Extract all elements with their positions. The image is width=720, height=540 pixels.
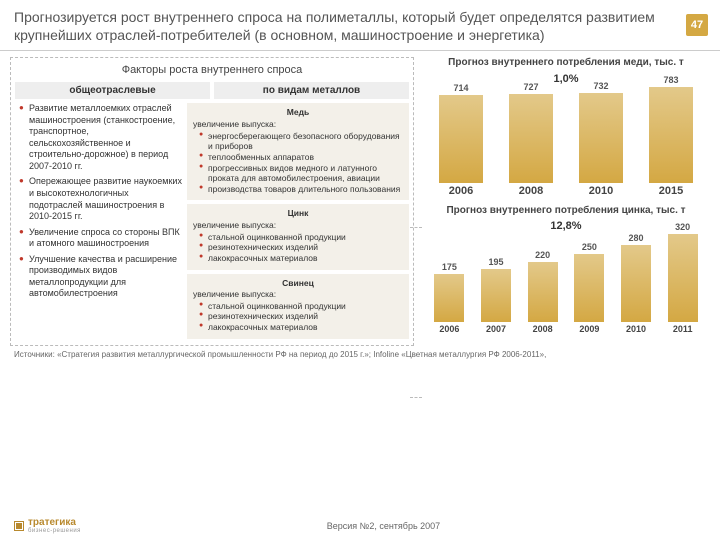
bar-cell: 727 bbox=[496, 82, 566, 183]
axis-row: 200620072008200920102011 bbox=[422, 322, 710, 334]
factors-panel: Факторы роста внутреннего спроса общеотр… bbox=[10, 57, 414, 345]
axis-label: 2006 bbox=[426, 185, 496, 197]
bar bbox=[509, 94, 553, 183]
metal-block-lead: Свинец увеличение выпуска: стальной оцин… bbox=[187, 274, 409, 339]
sources-text: Источники: «Стратегия развития металлург… bbox=[0, 346, 720, 360]
chart-copper: Прогноз внутреннего потребления меди, ты… bbox=[422, 57, 710, 197]
bar-value-label: 280 bbox=[629, 233, 644, 243]
axis-label: 2010 bbox=[566, 185, 636, 197]
chart-title: Прогноз внутреннего потребления меди, ты… bbox=[422, 57, 710, 69]
metal-item: производства товаров длительного пользов… bbox=[199, 184, 403, 195]
general-factors-list: Развитие металлоемких отраслей машиностр… bbox=[15, 103, 183, 338]
axis-label: 2011 bbox=[659, 324, 706, 334]
metal-item: лакокрасочных материалов bbox=[199, 253, 403, 264]
bar bbox=[481, 269, 511, 323]
bar-cell: 195 bbox=[473, 257, 520, 323]
general-item: Развитие металлоемких отраслей машиностр… bbox=[19, 103, 183, 172]
bar-row: 714727732783 bbox=[422, 87, 710, 183]
metal-lead: увеличение выпуска: bbox=[193, 289, 403, 300]
version-text: Версия №2, сентябрь 2007 bbox=[81, 521, 626, 531]
axis-label: 2008 bbox=[496, 185, 566, 197]
bar-value-label: 175 bbox=[442, 262, 457, 272]
bar-value-label: 195 bbox=[488, 257, 503, 267]
general-item: Улучшение качества и расширение производ… bbox=[19, 254, 183, 300]
metal-item: стальной оцинкованной продукции bbox=[199, 301, 403, 312]
metal-item: лакокрасочных материалов bbox=[199, 322, 403, 333]
logo-subtext: бизнес-решения bbox=[28, 528, 81, 534]
page-title: Прогнозируется рост внутреннего спроса н… bbox=[0, 0, 720, 51]
axis-label: 2015 bbox=[636, 185, 706, 197]
bar bbox=[528, 262, 558, 323]
bar-cell: 250 bbox=[566, 242, 613, 323]
connector-dash bbox=[410, 227, 422, 228]
chart-zinc: Прогноз внутреннего потребления цинка, т… bbox=[422, 205, 710, 335]
general-item: Опережающее развитие наукоемких и высоко… bbox=[19, 176, 183, 222]
axis-label: 2007 bbox=[473, 324, 520, 334]
bar bbox=[439, 95, 483, 183]
bar bbox=[621, 245, 651, 322]
growth-label: 1,0% bbox=[422, 73, 710, 85]
axis-label: 2010 bbox=[613, 324, 660, 334]
metal-name: Медь bbox=[193, 107, 403, 118]
metal-item: стальной оцинкованной продукции bbox=[199, 232, 403, 243]
factors-header-row: общеотраслевые по видам металлов bbox=[15, 82, 409, 99]
main-content: Факторы роста внутреннего спроса общеотр… bbox=[0, 51, 720, 345]
page-number-badge: 47 bbox=[686, 14, 708, 36]
footer: тратегика бизнес-решения Версия №2, сент… bbox=[0, 517, 720, 534]
axis-label: 2009 bbox=[566, 324, 613, 334]
bar bbox=[434, 274, 464, 322]
bar-cell: 783 bbox=[636, 75, 706, 183]
factors-body: Развитие металлоемких отраслей машиностр… bbox=[15, 103, 409, 338]
bar-value-label: 250 bbox=[582, 242, 597, 252]
axis-label: 2008 bbox=[519, 324, 566, 334]
metal-lead: увеличение выпуска: bbox=[193, 119, 403, 130]
bar bbox=[668, 234, 698, 322]
metal-block-zinc: Цинк увеличение выпуска: стальной оцинко… bbox=[187, 204, 409, 269]
bar-cell: 220 bbox=[519, 250, 566, 323]
bar bbox=[579, 93, 623, 183]
col-header-metals: по видам металлов bbox=[214, 82, 409, 99]
bar-value-label: 220 bbox=[535, 250, 550, 260]
bar-cell: 280 bbox=[613, 233, 660, 322]
metal-item: энергосберегающего безопасного оборудова… bbox=[199, 131, 403, 152]
connector-dash bbox=[410, 397, 422, 398]
col-header-general: общеотраслевые bbox=[15, 82, 210, 99]
metal-item: теплообменных аппаратов bbox=[199, 152, 403, 163]
metal-name: Цинк bbox=[193, 208, 403, 219]
metal-lead: увеличение выпуска: bbox=[193, 220, 403, 231]
bar bbox=[649, 87, 693, 183]
charts-panel: Прогноз внутреннего потребления меди, ты… bbox=[422, 57, 710, 345]
metal-name: Свинец bbox=[193, 278, 403, 289]
bar-cell: 320 bbox=[659, 222, 706, 322]
bar-cell: 714 bbox=[426, 83, 496, 183]
metal-item: прогрессивных видов медного и латунного … bbox=[199, 163, 403, 184]
growth-label: 12,8% bbox=[422, 220, 710, 232]
metals-column: Медь увеличение выпуска: энергосберегающ… bbox=[187, 103, 409, 338]
chart-title: Прогноз внутреннего потребления цинка, т… bbox=[422, 205, 710, 217]
general-item: Увеличение спроса со стороны ВПК и атомн… bbox=[19, 227, 183, 250]
logo-text: тратегика bbox=[28, 517, 76, 528]
axis-row: 2006200820102015 bbox=[422, 183, 710, 197]
bar-row: 175195220250280320 bbox=[422, 234, 710, 322]
bar-cell: 175 bbox=[426, 262, 473, 322]
axis-label: 2006 bbox=[426, 324, 473, 334]
factors-caption: Факторы роста внутреннего спроса bbox=[15, 62, 409, 82]
logo-icon bbox=[14, 521, 24, 531]
logo: тратегика бизнес-решения bbox=[14, 517, 81, 534]
metal-block-copper: Медь увеличение выпуска: энергосберегающ… bbox=[187, 103, 409, 200]
metal-item: резинотехнических изделий bbox=[199, 242, 403, 253]
bar-cell: 732 bbox=[566, 81, 636, 183]
bar bbox=[574, 254, 604, 323]
metal-item: резинотехнических изделий bbox=[199, 311, 403, 322]
